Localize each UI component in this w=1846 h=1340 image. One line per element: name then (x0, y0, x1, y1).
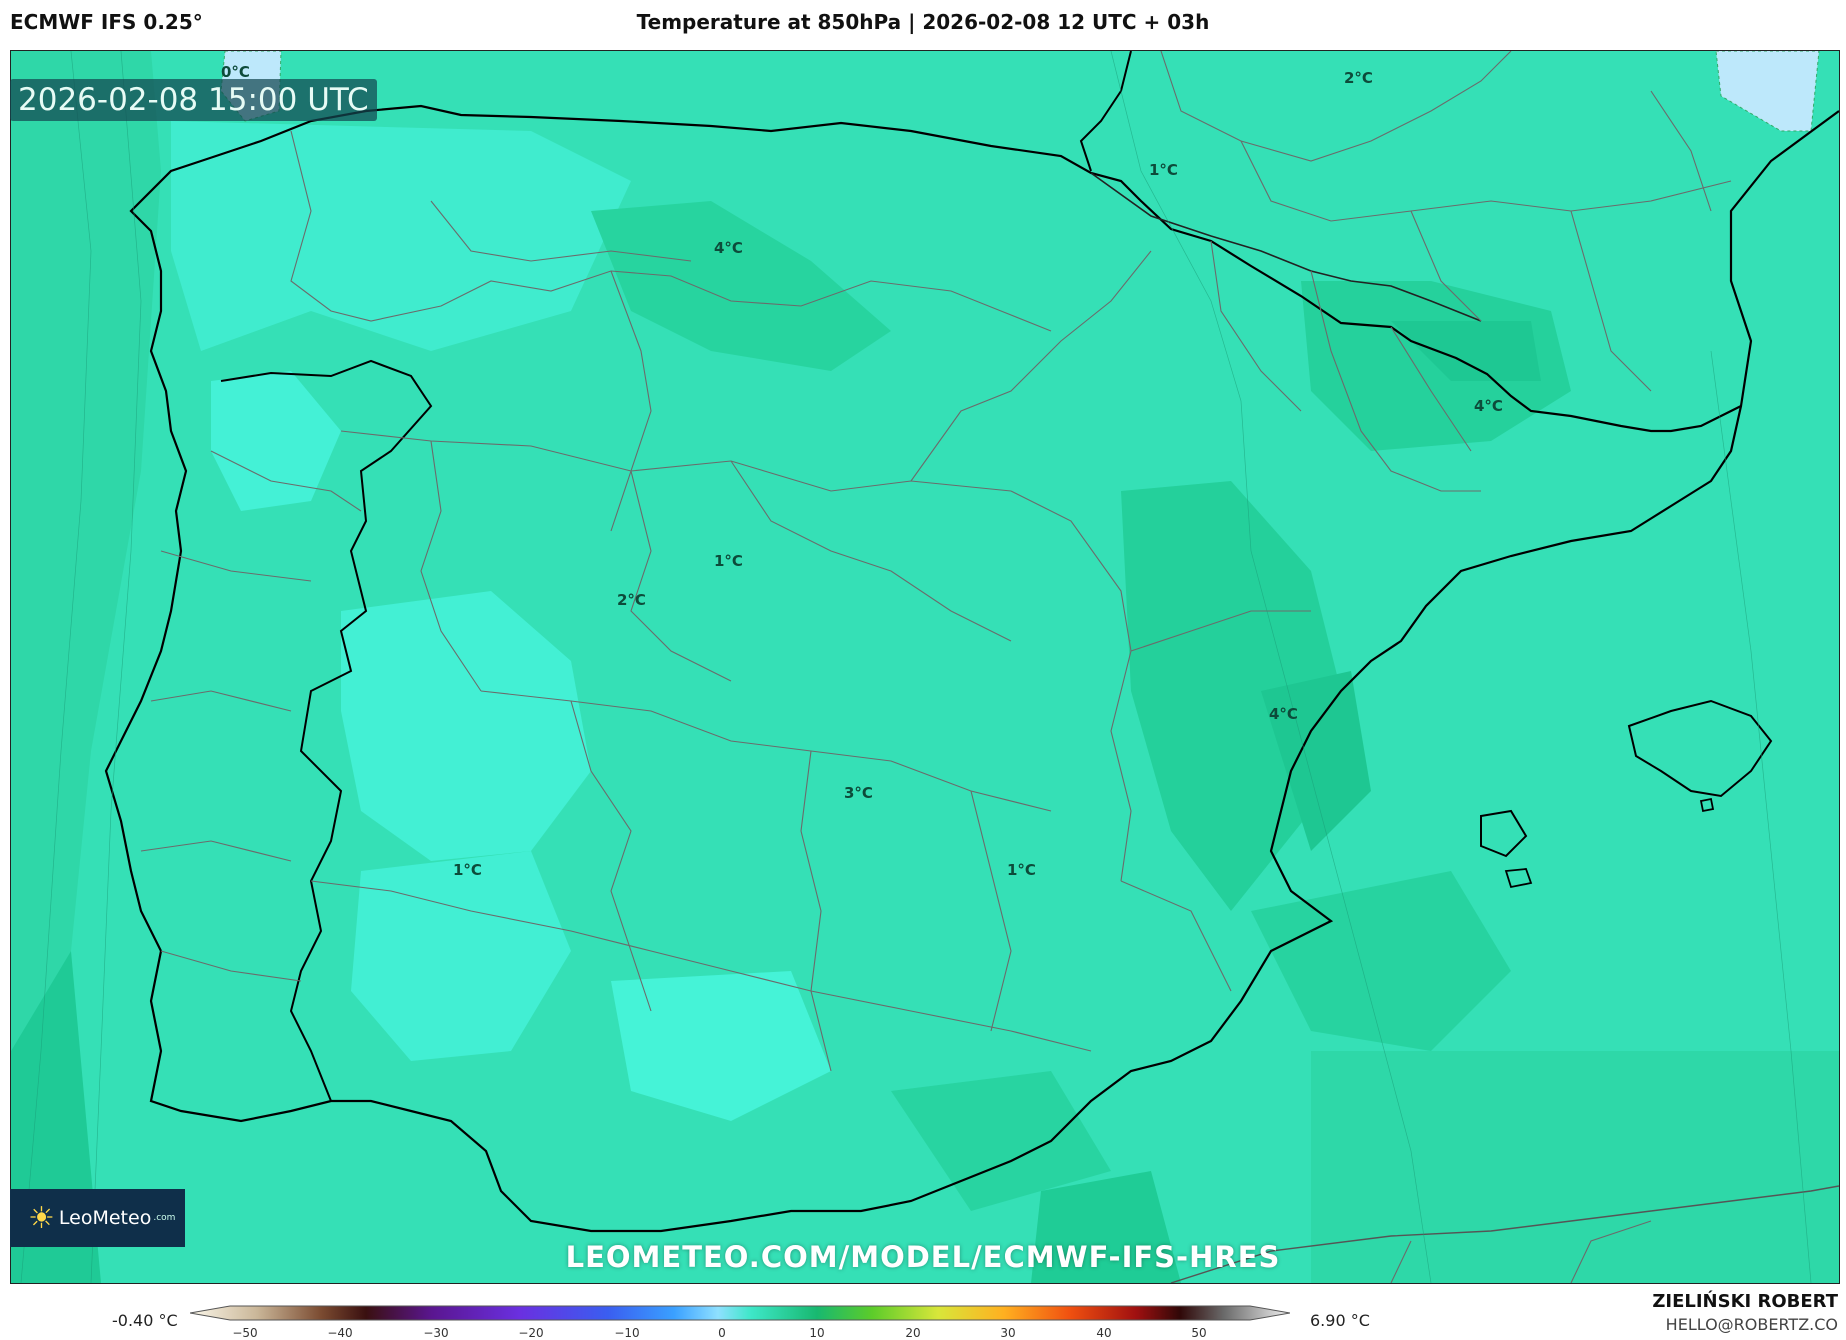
contour-label: 2°C (1344, 69, 1373, 87)
contour-label: 0°C (221, 63, 250, 81)
colorbar-tick: 50 (1191, 1326, 1207, 1340)
sun-icon: ☀ (28, 1200, 55, 1236)
contour-label: 1°C (453, 861, 482, 879)
colorbar-tick: 30 (1000, 1326, 1016, 1340)
colorbar-tick: −30 (423, 1326, 449, 1340)
colorbar-tick: −20 (518, 1326, 544, 1340)
contour-label: 2°C (617, 591, 646, 609)
colorbar-tick: −10 (614, 1326, 640, 1340)
source-watermark: LEOMETEO.COM/MODEL/ECMWF-IFS-HRES (565, 1240, 1281, 1274)
field-min-value: -0.40 °C (112, 1311, 178, 1330)
contour-label: 1°C (714, 552, 743, 570)
colorbar-tick: 20 (905, 1326, 921, 1340)
temperature-map (11, 51, 1839, 1283)
contour-label: 4°C (1474, 397, 1503, 415)
valid-time-badge: 2026-02-08 15:00 UTC (10, 79, 377, 121)
colorbar-tick: 0 (718, 1326, 726, 1340)
colorbar-tick: −50 (232, 1326, 258, 1340)
colorbar-tick: −40 (327, 1326, 353, 1340)
author-email[interactable]: HELLO@ROBERTZ.CO (1665, 1315, 1838, 1334)
contour-label: 3°C (844, 784, 873, 802)
contour-label: 1°C (1149, 161, 1178, 179)
model-name: ECMWF IFS 0.25° (10, 10, 203, 34)
logo-domain: .com (153, 1213, 176, 1223)
map-title: Temperature at 850hPa | 2026-02-08 12 UT… (636, 10, 1210, 34)
logo-text: LeoMeteo (58, 1207, 152, 1229)
contour-label: 4°C (1269, 705, 1298, 723)
temperature-colorbar (190, 1305, 1290, 1321)
contour-label: 4°C (714, 239, 743, 257)
contour-label: 1°C (1007, 861, 1036, 879)
colorbar-tick: 40 (1096, 1326, 1112, 1340)
author-credit: ZIELIŃSKI ROBERT (1652, 1291, 1838, 1312)
colorbar-tick: 10 (809, 1326, 825, 1340)
map-area[interactable]: 0°C 2°C 1°C 4°C 4°C 1°C 2°C 4°C 3°C 1°C … (10, 50, 1840, 1284)
leometeo-logo[interactable]: ☀ LeoMeteo .com (10, 1189, 185, 1247)
field-max-value: 6.90 °C (1310, 1311, 1370, 1330)
